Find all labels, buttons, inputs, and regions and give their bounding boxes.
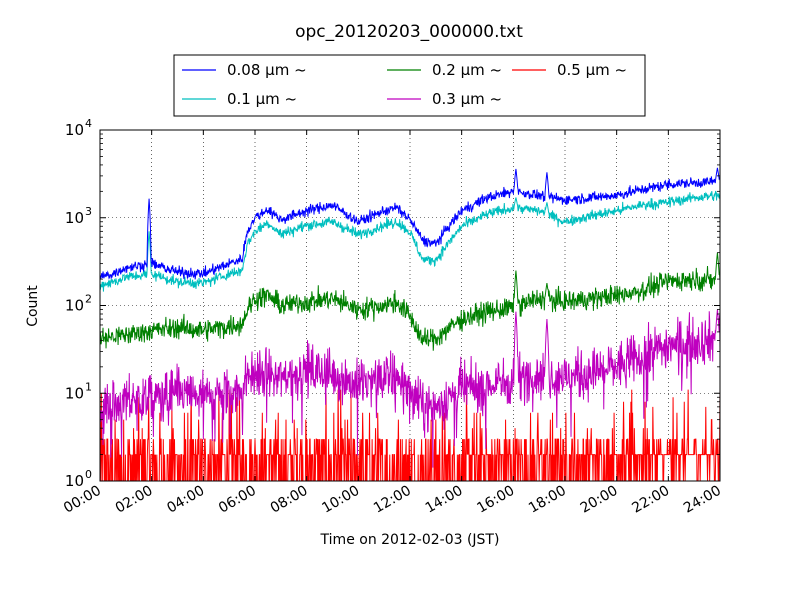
x-tick-label: 04:00 xyxy=(164,483,207,517)
y-tick-label: 10 xyxy=(65,472,84,490)
series-line xyxy=(100,309,720,468)
x-tick-label: 18:00 xyxy=(526,483,569,517)
x-tick-label: 10:00 xyxy=(319,483,362,517)
legend-label: 0.08 μm ~ xyxy=(227,61,307,79)
chart-title: opc_20120203_000000.txt xyxy=(295,22,523,42)
x-tick-label: 02:00 xyxy=(113,483,156,517)
x-tick-label: 08:00 xyxy=(268,483,311,517)
x-tick-label: 24:00 xyxy=(681,483,724,517)
x-tick-label: 12:00 xyxy=(371,483,414,517)
y-tick-exponent: 1 xyxy=(85,380,92,393)
x-tick-label: 06:00 xyxy=(216,483,259,517)
y-tick-exponent: 3 xyxy=(85,205,92,218)
series-layer xyxy=(100,167,720,481)
series-line xyxy=(100,252,720,351)
y-tick-exponent: 0 xyxy=(85,468,92,481)
x-tick-labels: 00:00 02:00 04:00 06:00 08:00 10:00 12:00 14:00… xyxy=(61,483,724,517)
legend-entries: 0.08 μm ~ 0.1 μm ~ 0.2 μm ~ 0.3 μm ~ 0.5 μm … xyxy=(182,61,627,108)
y-tick-exponent: 2 xyxy=(85,293,92,306)
series-line xyxy=(100,389,720,481)
y-tick-label: 10 xyxy=(65,209,84,227)
y-tick-label: 10 xyxy=(65,297,84,315)
x-tick-label: 22:00 xyxy=(629,483,672,517)
series-line xyxy=(100,167,720,280)
y-tick-label: 10 xyxy=(65,384,84,402)
x-axis-label: Time on 2012-02-03 (JST) xyxy=(320,532,500,548)
legend-label: 0.1 μm ~ xyxy=(227,90,297,108)
x-tick-label: 14:00 xyxy=(423,483,466,517)
series-line xyxy=(100,190,720,292)
legend-label: 0.5 μm ~ xyxy=(557,61,627,79)
legend-frame xyxy=(173,54,646,117)
y-axis-label: Count xyxy=(25,285,41,327)
y-tick-exponent: 4 xyxy=(85,117,92,130)
x-tick-label: 20:00 xyxy=(578,483,621,517)
x-tick-label: 16:00 xyxy=(474,483,517,517)
legend: 0.08 μm ~ 0.1 μm ~ 0.2 μm ~ 0.3 μm ~ 0.5 μm … xyxy=(173,54,646,117)
y-tick-label: 10 xyxy=(65,121,84,139)
grid xyxy=(100,130,720,481)
legend-label: 0.2 μm ~ xyxy=(432,61,502,79)
ticks xyxy=(99,129,721,482)
legend-label: 0.3 μm ~ xyxy=(432,90,502,108)
